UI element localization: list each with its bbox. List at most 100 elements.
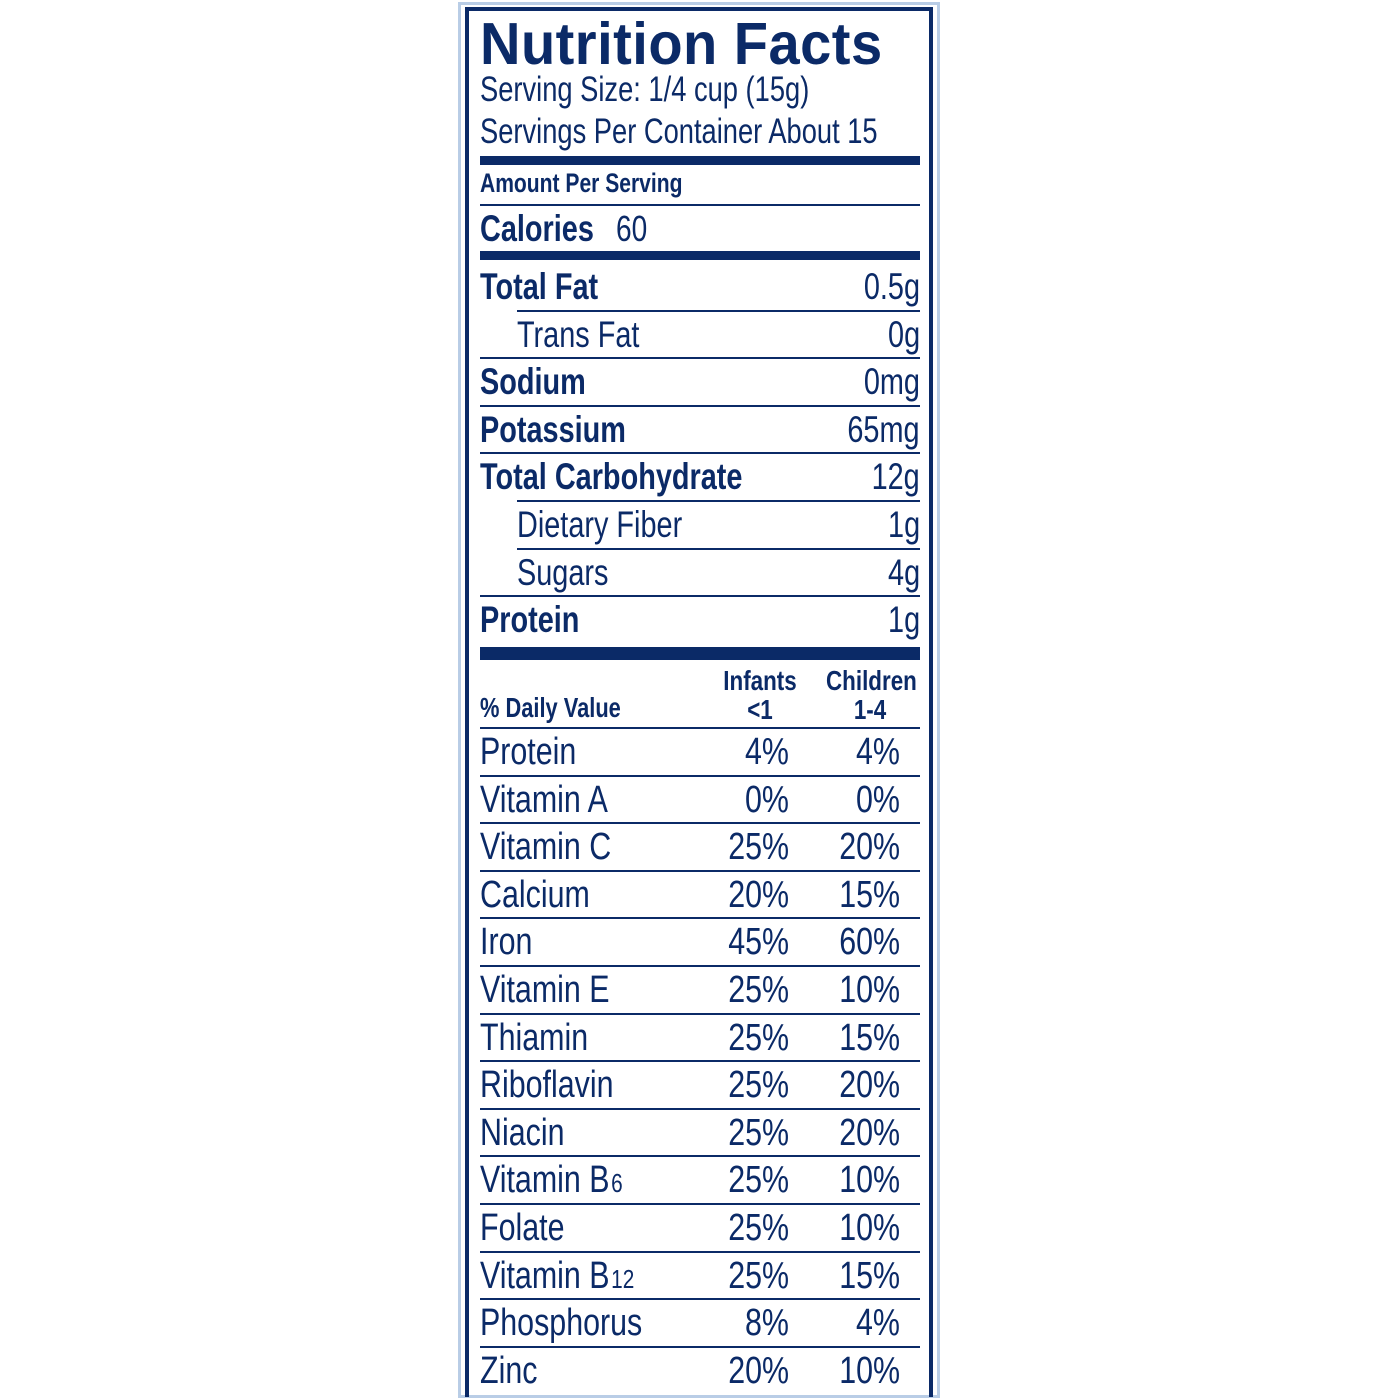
nutrient-value: 0mg — [863, 361, 920, 403]
row-divider — [480, 774, 920, 777]
daily-value-row: Vitamin B12 25% 15% — [480, 1253, 920, 1300]
row-divider — [480, 1155, 920, 1158]
nutrient-row: Total Fat 0.5g — [480, 264, 920, 310]
children-percent: 0% — [856, 778, 900, 821]
row-divider — [480, 917, 920, 920]
nutrient-row: Protein 1g — [480, 597, 920, 643]
infants-percent: 25% — [728, 1064, 789, 1107]
row-divider — [480, 727, 920, 729]
nutrient-value: 4g — [887, 551, 920, 593]
infants-percent: 25% — [728, 826, 789, 869]
nutrient-name-text: Vitamin B — [480, 1159, 610, 1202]
nutrient-row: Trans Fat 0g — [480, 312, 920, 358]
daily-value-row: Folate 25% 10% — [480, 1205, 920, 1252]
children-header-line1: Children — [826, 665, 917, 696]
nutrient-name: Dietary Fiber — [517, 504, 683, 545]
nutrient-name: Phosphorus — [480, 1302, 642, 1345]
calories-value: 60 — [616, 208, 648, 249]
infants-percent: 25% — [728, 1207, 789, 1249]
children-percent: 15% — [839, 1254, 900, 1297]
nutrient-name: Potassium — [480, 408, 626, 450]
infants-header-line2: <1 — [747, 694, 773, 725]
row-divider — [517, 309, 920, 312]
row-divider — [480, 1345, 920, 1348]
infants-percent: 4% — [745, 731, 789, 773]
nutrient-name-text: Vitamin B — [480, 1254, 610, 1297]
thick-divider — [480, 156, 920, 165]
children-header-line2: 1-4 — [853, 694, 887, 725]
nutrient-row: Potassium 65mg — [480, 407, 920, 453]
nutrient-name: Trans Fat — [517, 313, 640, 355]
nutrition-label-frame — [458, 2, 940, 1398]
nutrient-name-text: Zinc — [480, 1349, 538, 1392]
nutrient-name-text: Folate — [480, 1207, 565, 1249]
row-divider — [480, 1107, 920, 1110]
infants-percent: 25% — [728, 1159, 789, 1202]
nutrient-value: 1g — [887, 504, 920, 545]
thick-divider — [480, 647, 920, 660]
nutrient-name-text: Calcium — [480, 873, 590, 916]
infants-percent: 20% — [728, 873, 789, 916]
nutrient-subscript: 6 — [611, 1168, 623, 1199]
nutrient-value: 0.5g — [863, 266, 920, 307]
infants-column-header: Infants <1 — [705, 666, 815, 724]
nutrient-name-text: Protein — [480, 731, 577, 773]
nutrient-name: Iron — [480, 921, 532, 964]
infants-percent: 8% — [745, 1302, 789, 1345]
nutrient-name: Zinc — [480, 1350, 537, 1393]
row-divider — [480, 452, 920, 455]
children-percent: 10% — [839, 1159, 900, 1202]
children-percent: 20% — [839, 826, 900, 869]
nutrient-value: 0g — [887, 313, 920, 355]
row-divider — [480, 1298, 920, 1301]
infants-percent: 25% — [728, 1016, 789, 1059]
children-percent: 10% — [839, 1207, 900, 1249]
nutrient-row: Sodium 0mg — [480, 359, 920, 405]
nutrient-name: Vitamin A — [480, 779, 608, 822]
nutrient-name-text: Thiamin — [480, 1016, 589, 1059]
nutrient-name: Protein — [480, 731, 576, 774]
nutrient-row: Total Carbohydrate 12g — [480, 454, 920, 500]
children-percent: 10% — [839, 969, 900, 1011]
daily-value-row: Phosphorus 8% 4% — [480, 1300, 920, 1347]
daily-value-row: Vitamin B6 25% 10% — [480, 1157, 920, 1204]
infants-percent: 25% — [728, 1254, 789, 1297]
serving-size: Serving Size: 1/4 cup (15g) — [480, 70, 810, 109]
daily-value-row: Vitamin E 25% 10% — [480, 967, 920, 1014]
nutrient-name-text: Vitamin E — [480, 969, 610, 1011]
nutrient-value: 65mg — [847, 408, 920, 450]
daily-value-row: Niacin 25% 20% — [480, 1110, 920, 1157]
daily-value-row: Vitamin C 25% 20% — [480, 824, 920, 871]
nutrient-name: Sodium — [480, 361, 586, 403]
nutrient-name: Vitamin B12 — [480, 1255, 634, 1298]
nutrient-name: Vitamin E — [480, 969, 610, 1012]
row-divider — [480, 1203, 920, 1205]
nutrient-name: Calcium — [480, 874, 590, 917]
nutrient-name-text: Niacin — [480, 1111, 565, 1154]
nutrient-name: Thiamin — [480, 1017, 588, 1060]
row-divider — [480, 822, 920, 825]
infants-percent: 45% — [728, 921, 789, 964]
divider — [480, 204, 920, 206]
row-divider — [480, 869, 920, 872]
label-title: Nutrition Facts — [480, 11, 883, 77]
children-percent: 10% — [839, 1349, 900, 1392]
infants-percent: 25% — [728, 1111, 789, 1154]
nutrient-name-text: Iron — [480, 921, 533, 964]
daily-value-row: Iron 45% 60% — [480, 919, 920, 966]
nutrient-name-text: Vitamin C — [480, 826, 612, 869]
row-divider — [480, 357, 920, 360]
nutrient-name-text: Riboflavin — [480, 1064, 614, 1107]
nutrient-value: 12g — [871, 456, 920, 498]
row-divider — [480, 1250, 920, 1253]
nutrient-row: Dietary Fiber 1g — [480, 502, 920, 548]
row-divider — [480, 965, 920, 967]
row-divider — [517, 547, 920, 550]
children-column-header: Children 1-4 — [815, 666, 925, 724]
daily-value-row: Zinc 20% 10% — [480, 1348, 920, 1395]
daily-value-header: % Daily Value — [480, 692, 621, 723]
daily-value-row: Calcium 20% 15% — [480, 872, 920, 919]
nutrient-value: 1g — [887, 599, 920, 641]
children-percent: 20% — [839, 1064, 900, 1107]
nutrient-name-text: Vitamin A — [480, 778, 608, 821]
